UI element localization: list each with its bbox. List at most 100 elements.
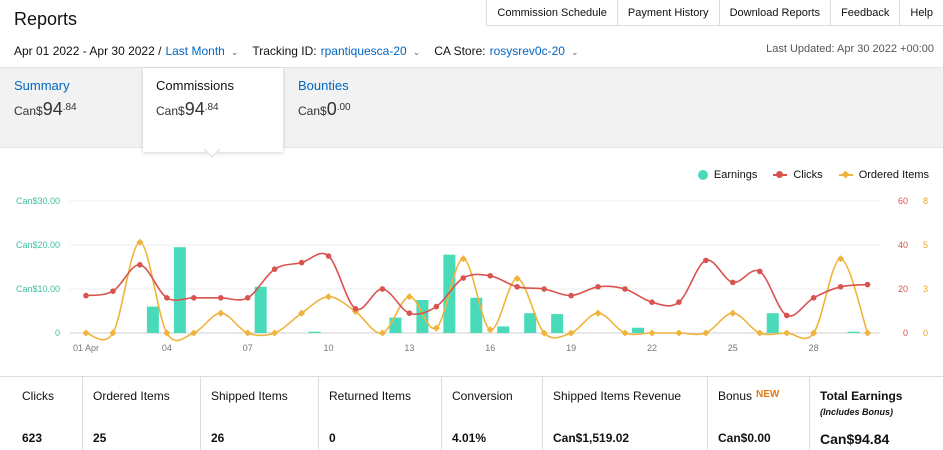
clicks-point xyxy=(541,286,547,292)
earnings-bar xyxy=(497,326,510,333)
legend-earnings[interactable]: Earnings xyxy=(697,169,758,181)
stat-total-sub: (Includes Bonus) xyxy=(820,407,894,417)
legend-clicks[interactable]: Clicks xyxy=(773,169,823,181)
top-nav: Commission Schedule Payment History Down… xyxy=(486,0,943,26)
amount-fraction: .84 xyxy=(204,102,219,113)
feedback-button[interactable]: Feedback xyxy=(830,0,900,26)
clicks-point xyxy=(487,273,494,279)
payment-history-button[interactable]: Payment History xyxy=(616,0,719,26)
stat-clicks-label: Clicks xyxy=(22,389,54,403)
ordered-items-point xyxy=(405,293,413,301)
stat-conversion: Conversion 4.01% xyxy=(441,377,542,450)
x-tick-label: 19 xyxy=(566,343,576,353)
ordered-items-series-line xyxy=(85,241,869,342)
clicks-point xyxy=(352,306,359,312)
ordered-items-point xyxy=(459,255,467,263)
ordered-items-point xyxy=(837,255,845,263)
ordered-items-point xyxy=(298,309,306,317)
clicks-point xyxy=(649,299,655,305)
earnings-bar xyxy=(470,297,483,333)
ordered-items-point xyxy=(432,324,440,332)
clicks-point xyxy=(810,295,817,301)
page-title: Reports xyxy=(14,9,78,29)
ordered-items-point xyxy=(109,329,117,337)
ordered-items-point xyxy=(594,309,602,317)
stat-clicks: Clicks 623 xyxy=(0,377,82,450)
clicks-point xyxy=(783,312,790,319)
stats-bar: Clicks 623 Ordered Items 25 Shipped Item… xyxy=(0,376,943,450)
tab-summary-value: Can$94.84 xyxy=(14,99,77,120)
download-reports-button[interactable]: Download Reports xyxy=(718,0,831,26)
tracking-id-dropdown[interactable]: rpantiquesca-20 xyxy=(320,44,407,58)
tab-summary-label[interactable]: Summary xyxy=(14,78,70,93)
clicks-point xyxy=(864,281,871,288)
ordered-items-point xyxy=(864,329,872,337)
stat-bonus-label: Bonus xyxy=(718,389,753,403)
clicks-axis-tick-label: 40 xyxy=(898,240,908,250)
ca-store-dropdown[interactable]: rosysrev0c-20 xyxy=(489,44,565,58)
ordered-items-point xyxy=(163,329,171,337)
clicks-point xyxy=(244,295,251,301)
date-range-text: Apr 01 2022 - Apr 30 2022 / xyxy=(14,44,162,58)
commission-schedule-button[interactable]: Commission Schedule xyxy=(486,0,617,26)
clicks-point xyxy=(325,253,332,259)
stat-shipped-items: Shipped Items 26 xyxy=(200,377,318,450)
amount-fraction: .00 xyxy=(336,102,351,113)
clicks-point xyxy=(622,286,628,292)
ca-store-label: CA Store: xyxy=(434,44,486,58)
tab-summary[interactable]: Summary Can$94.84 xyxy=(14,68,77,149)
x-tick-label: 01 Apr xyxy=(73,343,99,353)
tab-bounties[interactable]: Bounties Can$0.00 xyxy=(298,68,351,149)
legend-earnings-label: Earnings xyxy=(713,169,758,181)
stat-bonus-label-wrap: Bonus NEW xyxy=(718,389,809,403)
earnings-bar xyxy=(254,286,267,333)
earnings-bar xyxy=(173,247,186,333)
tab-commissions-label[interactable]: Commissions xyxy=(156,78,235,93)
clicks-axis-tick-label: 20 xyxy=(898,284,908,294)
clicks-point xyxy=(406,310,413,316)
clicks-point xyxy=(756,268,763,275)
chevron-down-icon[interactable]: ⌄ xyxy=(412,46,421,57)
clicks-point xyxy=(379,286,386,292)
ordered-items-point xyxy=(136,238,144,246)
earnings-dot-icon xyxy=(697,170,708,180)
new-badge: NEW xyxy=(756,389,780,400)
legend-ordered-items[interactable]: Ordered Items xyxy=(838,169,929,181)
earnings-bar xyxy=(551,314,564,333)
ordered-items-point xyxy=(729,309,737,317)
tab-commissions[interactable]: Commissions Can$94.84 xyxy=(143,68,283,152)
y-tick-label: Can$20.00 xyxy=(16,240,60,250)
x-tick-label: 10 xyxy=(324,343,334,353)
legend-ordered-items-label: Ordered Items xyxy=(858,169,929,181)
stat-total-value: Can$94.84 xyxy=(820,431,890,447)
clicks-point xyxy=(110,288,116,294)
ordered-items-point xyxy=(271,329,279,337)
currency-prefix: Can$ xyxy=(156,104,185,118)
earnings-bar xyxy=(389,317,402,333)
tab-bounties-label[interactable]: Bounties xyxy=(298,78,349,93)
stat-conversion-value: 4.01% xyxy=(452,431,487,445)
help-button[interactable]: Help xyxy=(899,0,943,26)
ordered-items-point xyxy=(675,329,683,337)
clicks-point xyxy=(730,279,736,286)
period-dropdown[interactable]: Last Month xyxy=(165,44,225,58)
x-tick-label: 25 xyxy=(728,343,738,353)
report-tabs: Summary Can$94.84 Commissions Can$94.84 … xyxy=(0,67,943,152)
stat-shipped-revenue-value: Can$1,519.02 xyxy=(553,431,630,445)
amount-fraction: .84 xyxy=(62,102,77,113)
y-tick-label: Can$10.00 xyxy=(16,284,60,294)
last-updated: Last Updated: Apr 30 2022 +00:00 xyxy=(766,43,934,55)
y-tick-label: Can$30.00 xyxy=(16,196,60,206)
ordered-items-point xyxy=(648,329,656,337)
earnings-bar xyxy=(766,313,779,333)
stat-conversion-label: Conversion xyxy=(452,389,513,403)
chevron-down-icon[interactable]: ⌄ xyxy=(570,46,579,57)
chevron-down-icon[interactable]: ⌄ xyxy=(230,46,239,57)
stat-returned-items: Returned Items 0 xyxy=(318,377,441,450)
stat-shipped-revenue: Shipped Items Revenue Can$1,519.02 xyxy=(542,377,707,450)
x-tick-label: 13 xyxy=(404,343,414,353)
currency-prefix: Can$ xyxy=(14,104,43,118)
clicks-point xyxy=(595,284,601,290)
stat-ordered-items: Ordered Items 25 xyxy=(82,377,200,450)
ordered-items-point xyxy=(810,329,818,337)
